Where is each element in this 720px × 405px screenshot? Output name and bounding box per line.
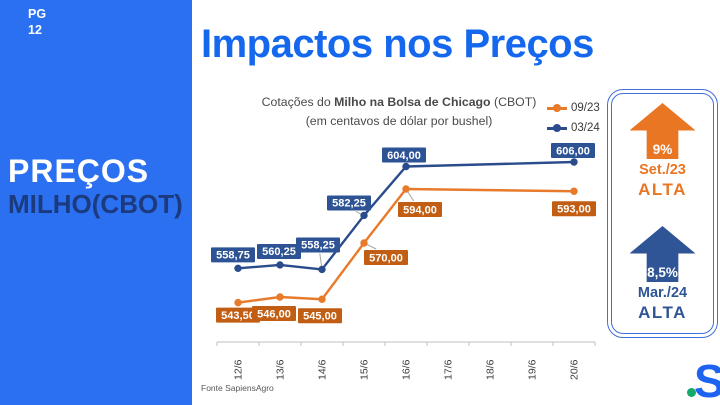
data-point-marker <box>402 185 410 193</box>
price-line-chart: 12/6 13/6 14/6 15/6 16/6 17/6 18/6 19/6 20/6 543,… <box>195 133 625 398</box>
data-label-box <box>327 195 371 211</box>
sidebar-title-line1: PREÇOS <box>8 153 150 189</box>
data-point-marker <box>570 187 578 195</box>
data-label: 593,00 <box>557 204 591 216</box>
data-label-box <box>398 202 442 217</box>
data-label: 570,00 <box>369 252 403 264</box>
page-number-value: 12 <box>28 23 42 38</box>
data-point-marker <box>360 211 368 220</box>
legend-label: 03/24 <box>571 122 600 134</box>
stat-period: Mar./24 <box>637 285 688 301</box>
legend-item-0923: 09/23 <box>547 98 600 118</box>
data-label-box <box>298 308 342 324</box>
data-point-marker <box>276 261 284 269</box>
data-label: 582,25 <box>332 198 366 210</box>
chart-title-line1: Cotações do Milho na Bolsa de Chicago (C… <box>261 95 537 109</box>
legend-line-marker-icon <box>547 124 567 132</box>
stat-block-set23: 9% Set./23 ALTA <box>629 103 696 200</box>
x-axis-label: 12/6 <box>233 359 245 380</box>
data-label: 545,00 <box>303 311 337 323</box>
stats-panel-inner: 9% Set./23 ALTA 8,5% Mar./24 ALTA <box>611 93 714 334</box>
stat-percentage: 8,5% <box>647 265 678 280</box>
data-label-box <box>257 243 301 259</box>
data-label-box <box>552 201 596 217</box>
x-axis-label: 20/6 <box>569 359 581 380</box>
x-axis-label: 16/6 <box>401 359 413 380</box>
data-label: 546,00 <box>257 308 291 320</box>
x-axis-label: 18/6 <box>485 359 497 380</box>
data-point-marker <box>234 264 242 273</box>
logo-dot-icon <box>687 388 696 397</box>
chart-title-line2: (em centavos de dólar por bushel) <box>305 114 493 129</box>
series-line-0324 <box>237 160 575 271</box>
data-point-marker <box>276 293 284 301</box>
sidebar: PG 12 PREÇOS MILHO(CBOT) <box>0 0 192 405</box>
stat-status: ALTA <box>638 180 687 199</box>
logo-letter: S <box>694 355 720 405</box>
data-label: 560,25 <box>262 246 296 258</box>
data-label: 604,00 <box>387 150 421 162</box>
data-label-box <box>382 147 426 163</box>
data-label-box <box>211 247 255 263</box>
stats-panel: 9% Set./23 ALTA 8,5% Mar./24 ALTA <box>607 89 718 338</box>
data-point-marker <box>570 158 578 166</box>
chart-title: Cotações do Milho na Bolsa de Chicago (C… <box>240 93 558 131</box>
data-label: 558,25 <box>301 240 335 252</box>
chart-legend: 09/23 03/24 <box>547 98 600 138</box>
x-axis-label: 13/6 <box>275 359 287 380</box>
sidebar-title-line2: MILHO(CBOT) <box>8 189 183 219</box>
up-arrow-icon: 9% <box>629 103 696 159</box>
data-point-marker <box>360 239 368 247</box>
data-label-box <box>364 250 408 265</box>
data-label-box <box>216 307 260 323</box>
data-point-marker <box>402 162 410 171</box>
legend-item-0324: 03/24 <box>547 118 600 138</box>
sidebar-title: PREÇOS MILHO(CBOT) <box>8 155 183 217</box>
x-axis-label: 15/6 <box>359 359 371 380</box>
data-label: 606,00 <box>556 145 590 157</box>
page-title: Impactos nos Preços <box>201 22 594 66</box>
page-number-block: PG 12 <box>28 6 46 39</box>
chart-source: Fonte SapiensAgro <box>201 383 274 393</box>
legend-label: 09/23 <box>571 102 600 114</box>
data-label-box <box>252 306 296 321</box>
x-axis-label: 14/6 <box>317 359 329 380</box>
x-axis-label: 19/6 <box>527 359 539 380</box>
stat-status: ALTA <box>638 303 687 322</box>
x-axis-label: 17/6 <box>443 359 455 380</box>
data-label: 543,50 <box>221 310 255 322</box>
data-point-marker <box>318 265 326 274</box>
series-line-0923 <box>237 187 575 304</box>
stat-period: Set./23 <box>639 162 686 178</box>
brand-logo: S <box>687 355 720 405</box>
data-label-box <box>551 143 595 158</box>
stat-percentage: 9% <box>652 142 673 157</box>
chart-svg: 12/6 13/6 14/6 15/6 16/6 17/6 18/6 19/6 20/6 543,… <box>211 143 596 380</box>
data-label: 558,75 <box>216 250 250 262</box>
data-point-marker <box>234 298 242 307</box>
legend-line-marker-icon <box>547 104 567 112</box>
data-label: 594,00 <box>403 204 437 216</box>
page-number-label: PG <box>28 7 47 21</box>
data-label-box <box>296 237 340 253</box>
stat-block-mar24: 8,5% Mar./24 ALTA <box>629 226 696 323</box>
data-point-marker <box>318 295 326 303</box>
up-arrow-icon: 8,5% <box>629 226 696 282</box>
